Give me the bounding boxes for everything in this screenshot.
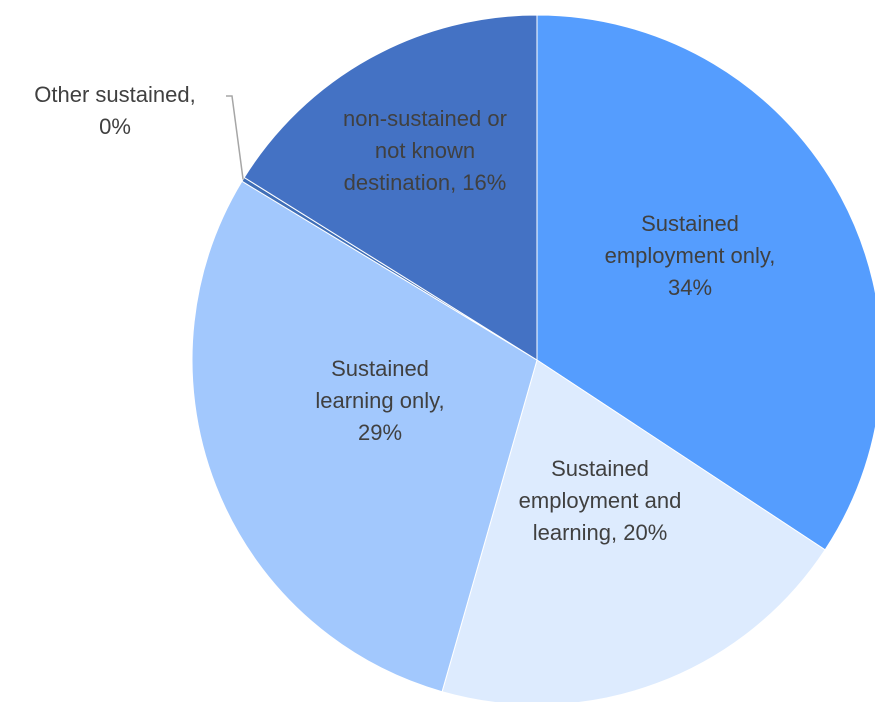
pie-slice-sustained-employment-and-learning bbox=[441, 359, 826, 702]
data-label-line: not known bbox=[375, 138, 475, 163]
data-label-sustained-employment-and-learning: Sustained employment and learning, 20% bbox=[519, 456, 682, 545]
pie-slice-non-sustained-or-not-known bbox=[243, 14, 538, 361]
data-label-line: 0% bbox=[99, 114, 131, 139]
data-label-line: Other sustained, bbox=[34, 82, 195, 107]
data-label-line: Sustained bbox=[331, 356, 429, 381]
data-label-line: employment and bbox=[519, 488, 682, 513]
leader-line-other-sustained bbox=[226, 95, 244, 180]
data-label-non-sustained-or-not-known: non-sustained or not known destination, 16… bbox=[343, 106, 507, 195]
data-label-line: learning only, bbox=[315, 388, 444, 413]
data-label-line: learning, 20% bbox=[533, 520, 668, 545]
data-label-line: Sustained bbox=[551, 456, 649, 481]
data-label-line: destination, 16% bbox=[344, 170, 507, 195]
data-label-line: employment only, bbox=[605, 243, 776, 268]
data-label-line: Sustained bbox=[641, 211, 739, 236]
data-label-sustained-learning-only: Sustained learning only, 29% bbox=[315, 356, 444, 445]
pie-slice-sustained-learning-only bbox=[191, 180, 538, 693]
data-label-line: 29% bbox=[358, 420, 402, 445]
pie-slice-sustained-employment-only bbox=[536, 14, 875, 551]
data-label-line: 34% bbox=[668, 275, 712, 300]
data-label-line: non-sustained or bbox=[343, 106, 507, 131]
data-label-sustained-employment-only: Sustained employment only, 34% bbox=[605, 211, 776, 300]
pie-slices bbox=[191, 14, 875, 702]
data-label-other-sustained: Other sustained, 0% bbox=[34, 82, 195, 139]
